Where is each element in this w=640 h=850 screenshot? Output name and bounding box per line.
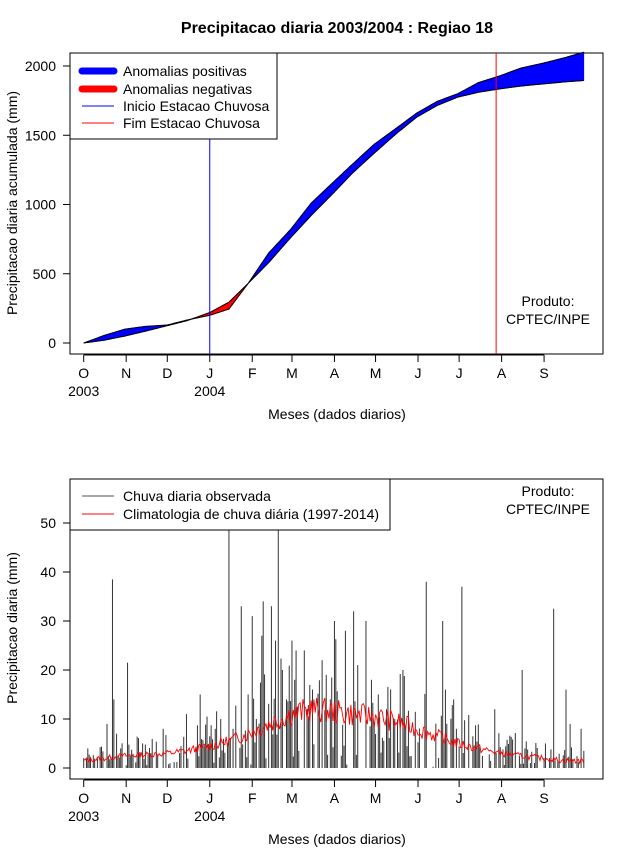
top-month-label: J xyxy=(415,365,422,381)
bottom-month-label: M xyxy=(286,790,298,806)
bottom-month-label: O xyxy=(78,790,89,806)
bottom-plot: 0 10 20 30 40 50 O N D J F M A M J J A S 2003 2004 Precipi… xyxy=(4,478,604,847)
top-y-tick-label: 500 xyxy=(33,266,57,282)
bottom-month-label: D xyxy=(162,790,172,806)
bottom-x-axis-label: Meses (dados diarios) xyxy=(268,831,406,847)
legend-climatology-label: Climatologia de chuva diária (1997-2014) xyxy=(123,506,379,522)
legend-positive-label: Anomalias positivas xyxy=(123,63,247,79)
bottom-month-label: J xyxy=(456,790,463,806)
top-y-tick-label: 1500 xyxy=(25,127,56,143)
bottom-y-tick-label: 40 xyxy=(40,564,56,580)
top-month-label: J xyxy=(206,365,213,381)
top-legend-box xyxy=(69,52,278,140)
bottom-legend: Chuva diaria observada Climatologia de c… xyxy=(69,478,391,531)
top-y-tick-label: 2000 xyxy=(25,58,56,74)
top-month-label: M xyxy=(370,365,382,381)
bottom-month-label: J xyxy=(206,790,213,806)
top-plot: 0 500 1000 1500 2000 O N D J F M A M J J A S 2003 2004 Pr… xyxy=(4,51,604,422)
bottom-y-tick-label: 0 xyxy=(48,760,56,776)
bottom-credit-line-1: Produto: xyxy=(522,483,575,499)
legend-negative-label: Anomalias negativas xyxy=(123,81,252,97)
bottom-legend-box xyxy=(69,478,391,531)
bottom-month-label: A xyxy=(330,790,340,806)
bottom-y-tick-label: 10 xyxy=(40,711,56,727)
top-year-label: 2004 xyxy=(194,383,225,399)
top-y-tick-label: 1000 xyxy=(25,197,56,213)
top-credit-line-2: CPTEC/INPE xyxy=(506,311,590,327)
top-month-label: N xyxy=(121,365,131,381)
bottom-credit-line-2: CPTEC/INPE xyxy=(506,501,590,517)
bottom-month-label: F xyxy=(248,790,257,806)
top-month-label: J xyxy=(456,365,463,381)
observed-cumulative-line xyxy=(83,51,584,344)
top-month-label: F xyxy=(248,365,257,381)
bottom-month-label: M xyxy=(370,790,382,806)
top-month-label: D xyxy=(162,365,172,381)
bottom-y-tick-label: 30 xyxy=(40,613,56,629)
top-x-axis-label: Meses (dados diarios) xyxy=(268,406,406,422)
top-month-label: A xyxy=(497,365,507,381)
top-legend: Anomalias positivas Anomalias negativas … xyxy=(69,52,278,140)
top-month-label: M xyxy=(286,365,298,381)
climatology-cumulative-line xyxy=(83,80,584,344)
top-y-axis-label: Precipitacao diaria acumulada (mm) xyxy=(4,91,20,315)
legend-end-label: Fim Estacao Chuvosa xyxy=(123,115,260,131)
top-month-label: A xyxy=(330,365,340,381)
bottom-y-tick-label: 20 xyxy=(40,662,56,678)
bottom-year-label: 2004 xyxy=(194,808,225,824)
bottom-month-label: A xyxy=(497,790,507,806)
bottom-month-label: S xyxy=(539,790,548,806)
top-y-tick-label: 0 xyxy=(48,335,56,351)
bottom-y-axis-label: Precipitacao diaria (mm) xyxy=(4,552,20,704)
legend-observed-label: Chuva diaria observada xyxy=(123,488,271,504)
bottom-year-label: 2003 xyxy=(68,808,99,824)
bottom-month-label: J xyxy=(415,790,422,806)
climatology-daily-line xyxy=(83,697,585,765)
positive-anomaly-segment xyxy=(582,51,585,81)
legend-start-label: Inicio Estacao Chuvosa xyxy=(123,98,270,114)
bottom-y-tick-label: 50 xyxy=(40,515,56,531)
top-month-label: S xyxy=(539,365,548,381)
top-credit-line-1: Produto: xyxy=(522,293,575,309)
bottom-month-label: N xyxy=(121,790,131,806)
top-year-label: 2003 xyxy=(68,383,99,399)
top-month-label: O xyxy=(78,365,89,381)
chart-title: Precipitacao diaria 2003/2004 : Regiao 1… xyxy=(181,20,493,37)
